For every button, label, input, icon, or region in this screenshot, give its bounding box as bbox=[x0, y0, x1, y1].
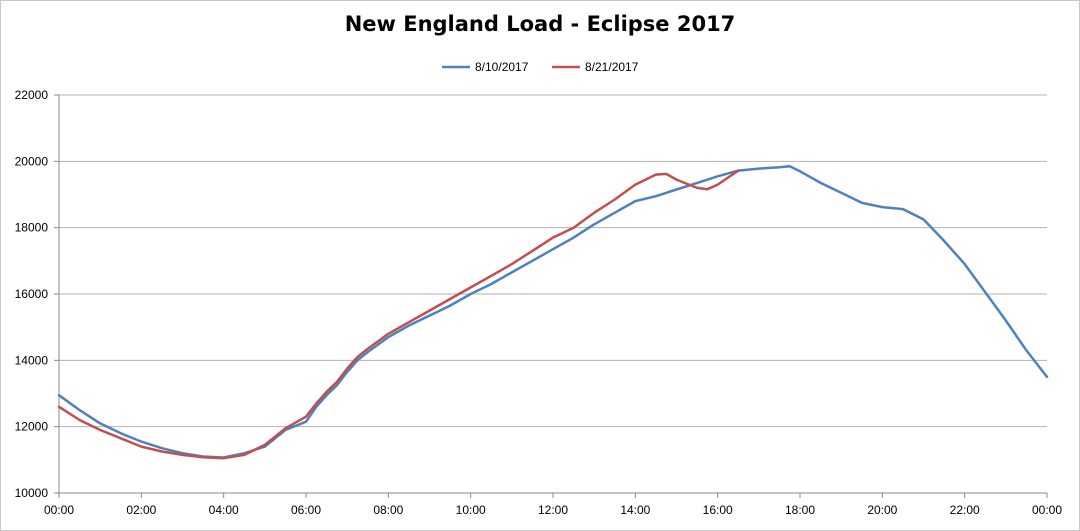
legend-label: 8/21/2017 bbox=[585, 60, 639, 74]
series-lines bbox=[57, 165, 1049, 460]
legend: 8/10/2017 8/21/2017 bbox=[442, 60, 639, 74]
x-tick-label: 20:00 bbox=[867, 503, 897, 517]
x-tick-label: 00:00 bbox=[44, 503, 74, 517]
gridlines bbox=[59, 94, 1047, 428]
y-tick-label: 18000 bbox=[15, 221, 49, 235]
x-axis-ticks: 00:00 02:00 04:00 06:00 08:00 10:00 12:00 14:00… bbox=[44, 493, 1062, 517]
y-tick-label: 10000 bbox=[15, 486, 49, 500]
x-tick-label: 08:00 bbox=[373, 503, 403, 517]
x-tick-label: 22:00 bbox=[950, 503, 980, 517]
x-tick-label: 10:00 bbox=[456, 503, 486, 517]
y-tick-label: 16000 bbox=[15, 287, 49, 301]
y-tick-label: 14000 bbox=[15, 353, 49, 367]
x-tick-label: 04:00 bbox=[209, 503, 239, 517]
series-line-1 bbox=[57, 165, 1049, 459]
y-tick-label: 12000 bbox=[15, 420, 49, 434]
x-tick-label: 18:00 bbox=[785, 503, 815, 517]
chart-title: New England Load - Eclipse 2017 bbox=[344, 12, 736, 36]
x-tick-label: 02:00 bbox=[126, 503, 156, 517]
x-tick-label: 12:00 bbox=[538, 503, 568, 517]
x-tick-label: 16:00 bbox=[703, 503, 733, 517]
legend-label: 8/10/2017 bbox=[475, 60, 529, 74]
series-line-2 bbox=[57, 169, 740, 460]
x-tick-label: 14:00 bbox=[620, 503, 650, 517]
y-tick-label: 20000 bbox=[15, 154, 49, 168]
x-tick-label: 06:00 bbox=[291, 503, 321, 517]
y-axis-ticks: 10000 12000 14000 16000 18000 20000 22000 bbox=[15, 88, 59, 500]
x-tick-label: 00:00 bbox=[1032, 503, 1062, 517]
y-tick-label: 22000 bbox=[15, 88, 49, 102]
